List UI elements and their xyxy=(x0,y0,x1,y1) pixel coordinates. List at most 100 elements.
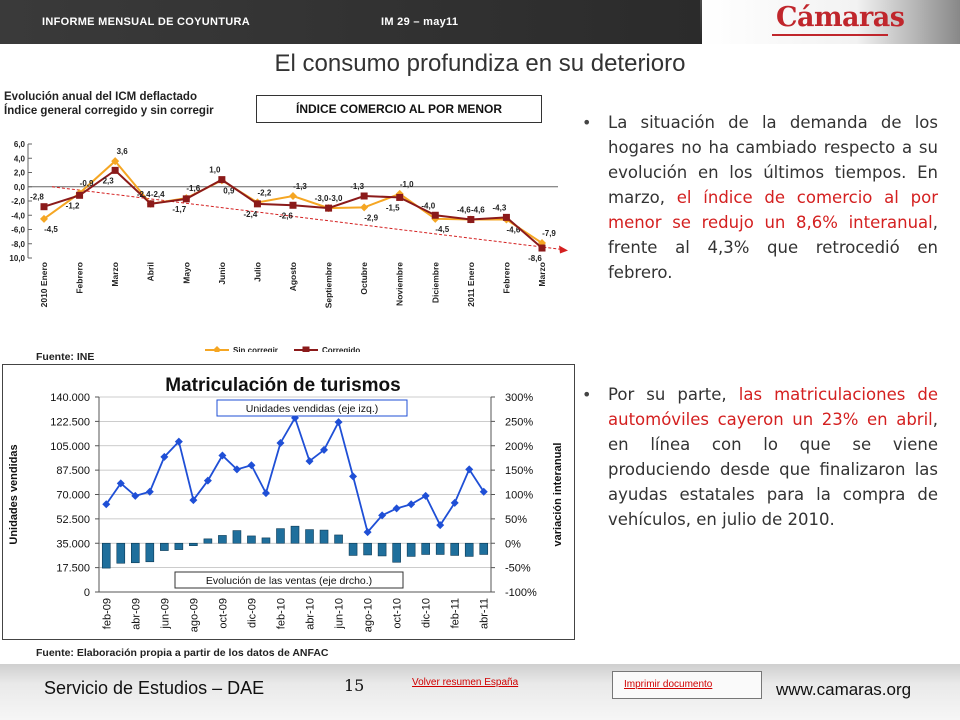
data-point-units xyxy=(363,528,372,537)
data-point-units xyxy=(320,445,329,454)
x-tick-label: oct-10 xyxy=(392,598,404,629)
bar-yoy-change xyxy=(479,542,489,555)
bar-yoy-change xyxy=(392,542,401,563)
bar-yoy-change xyxy=(174,542,184,550)
x-tick-label: feb-09 xyxy=(101,598,113,629)
data-point-corregido xyxy=(182,195,190,203)
data-label: -1,3 xyxy=(293,182,307,191)
y-tick-label-left: 87.500 xyxy=(56,465,90,477)
bar-yoy-change xyxy=(319,529,329,544)
y-tick-label: 2,0 xyxy=(14,169,26,178)
bullet-text: Por su parte, xyxy=(608,385,739,404)
y-tick-label: 10,0 xyxy=(9,254,25,263)
data-label: -1,3 xyxy=(350,182,364,191)
data-point-corregido xyxy=(325,204,333,212)
data-point-units xyxy=(436,521,445,530)
data-point-units xyxy=(450,498,459,507)
data-label: -1,6 xyxy=(186,184,200,193)
bar-yoy-change xyxy=(203,538,213,544)
data-point-units xyxy=(349,472,358,481)
x-tick-label: Febrero xyxy=(501,262,511,294)
x-tick-label: jun-10 xyxy=(334,598,346,630)
trend-arrowhead xyxy=(559,245,568,254)
x-tick-label: Julio xyxy=(252,262,262,282)
x-tick-label: oct-09 xyxy=(217,598,229,629)
data-label: -0,9 xyxy=(80,179,94,188)
data-label: 3,6 xyxy=(117,147,129,156)
y-tick-label: 4,0 xyxy=(14,154,26,163)
y-tick-label-right: 200% xyxy=(505,441,533,453)
y-axis-title-right: variación interanual xyxy=(552,443,564,547)
y-axis-title-left: Unidades vendidas xyxy=(8,444,20,544)
data-label: 1,0 xyxy=(209,166,221,175)
x-tick-label: Febrero xyxy=(75,262,85,294)
legend-label-sin-corregir: Sin corregir xyxy=(233,346,278,352)
legend-box-units xyxy=(216,399,408,417)
page-number: 15 xyxy=(344,676,365,695)
data-point-corregido xyxy=(218,176,226,184)
x-tick-label: Mayo xyxy=(181,262,191,284)
retail-index-chart: 6,0 4,0 2,0 0,0 -2,0 -4,0 -6,0 -8,0 10,0 -4,5 -0,9… xyxy=(9,140,568,352)
print-button[interactable] xyxy=(612,671,762,699)
data-point-sin-corregir xyxy=(289,192,297,201)
data-label: -4,3 xyxy=(493,203,507,212)
y-tick-label: 6,0 xyxy=(14,140,26,149)
bar-yoy-change xyxy=(450,542,459,556)
data-label: -2,8 xyxy=(30,193,44,202)
x-tick-label: jun-09 xyxy=(159,598,171,630)
data-label: -1,5 xyxy=(386,203,400,212)
bar-yoy-change xyxy=(363,542,372,556)
bullet-cars: • Por su parte, las matriculaciones de a… xyxy=(578,382,938,532)
legend-label-units: Unidades vendidas (eje izq.) xyxy=(246,403,379,415)
bullet-text: La situación de la demanda de los hogare… xyxy=(608,113,938,207)
y-tick-label-right: 100% xyxy=(505,490,533,502)
x-tick-label: dic-09 xyxy=(246,598,258,628)
bullet-text: , en línea con lo que se viene producien… xyxy=(608,410,938,529)
back-to-summary-link[interactable]: Volver resumen España xyxy=(412,677,519,688)
data-label: -4,6 xyxy=(457,206,471,215)
y-tick-label-left: 70.000 xyxy=(56,490,90,502)
x-tick-label: Octubre xyxy=(359,262,369,295)
data-point-units xyxy=(392,504,401,513)
data-label: -1,7 xyxy=(172,205,186,214)
bar-yoy-change xyxy=(189,542,198,546)
x-tick-label: abr-11 xyxy=(479,598,491,629)
data-point-units xyxy=(247,461,256,470)
bar-yoy-change xyxy=(377,542,387,557)
data-label: 2,3 xyxy=(103,176,115,185)
data-label: -4,6 xyxy=(507,226,521,235)
bar-yoy-change xyxy=(101,542,111,569)
data-point-units xyxy=(465,465,474,474)
data-label: -2,6 xyxy=(279,211,293,220)
bullet-dot: • xyxy=(582,385,592,404)
bar-yoy-change xyxy=(464,542,474,557)
bullet-highlight: las matriculaciones de automóviles cayer… xyxy=(608,385,939,429)
data-point-corregido xyxy=(40,203,48,211)
data-point-corregido xyxy=(111,166,119,174)
x-tick-label: feb-11 xyxy=(450,598,462,628)
bar-yoy-change xyxy=(247,535,256,544)
bullet-text: , frente al 4,3% que retrocedió en febre… xyxy=(608,213,938,282)
x-tick-label: 2011 Enero xyxy=(466,262,476,307)
y-tick-label-left: 122.500 xyxy=(50,416,90,428)
data-point-units xyxy=(232,465,241,474)
bar-yoy-change xyxy=(305,529,314,544)
x-tick-label: Junio xyxy=(217,262,227,285)
print-document-link[interactable]: Imprimir documento xyxy=(624,679,713,690)
data-label: -2,2 xyxy=(258,188,272,197)
bullet-dot: • xyxy=(582,113,592,132)
x-tick-label: Marzo xyxy=(110,262,120,287)
x-tick-label: Diciembre xyxy=(430,262,440,303)
chart1-title: Evolución anual del ICM deflactado Índic… xyxy=(4,90,214,118)
legend-label-corregido: Corregido xyxy=(322,346,360,352)
data-label: -2,9 xyxy=(364,213,378,222)
car-registrations-chart-frame: Matriculación de turismos 140.000 300% 122.… xyxy=(2,364,575,640)
legend-marker-corregido xyxy=(302,346,310,352)
data-label: -7,9 xyxy=(542,229,556,238)
y-tick-label-right: 250% xyxy=(505,416,533,428)
chart2-source: Fuente: Elaboración propia a partir de l… xyxy=(36,647,329,659)
data-label: -1,2 xyxy=(66,201,80,210)
footer-url: www.camaras.org xyxy=(776,680,912,699)
chart1-badge: ÍNDICE COMERCIO AL POR MENOR xyxy=(256,95,542,123)
y-tick-label-right: 0% xyxy=(505,538,521,550)
